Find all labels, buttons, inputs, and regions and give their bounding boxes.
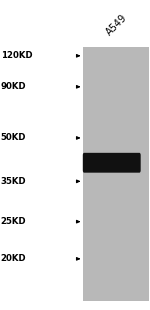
FancyBboxPatch shape	[83, 153, 141, 173]
Text: A549: A549	[104, 12, 129, 37]
Text: 50KD: 50KD	[1, 133, 26, 143]
Bar	[83, 46, 149, 301]
Text: 120KD: 120KD	[1, 51, 32, 60]
Text: 90KD: 90KD	[1, 82, 26, 91]
Text: 20KD: 20KD	[1, 254, 26, 264]
Text: 35KD: 35KD	[1, 177, 26, 186]
Text: 25KD: 25KD	[1, 217, 26, 226]
